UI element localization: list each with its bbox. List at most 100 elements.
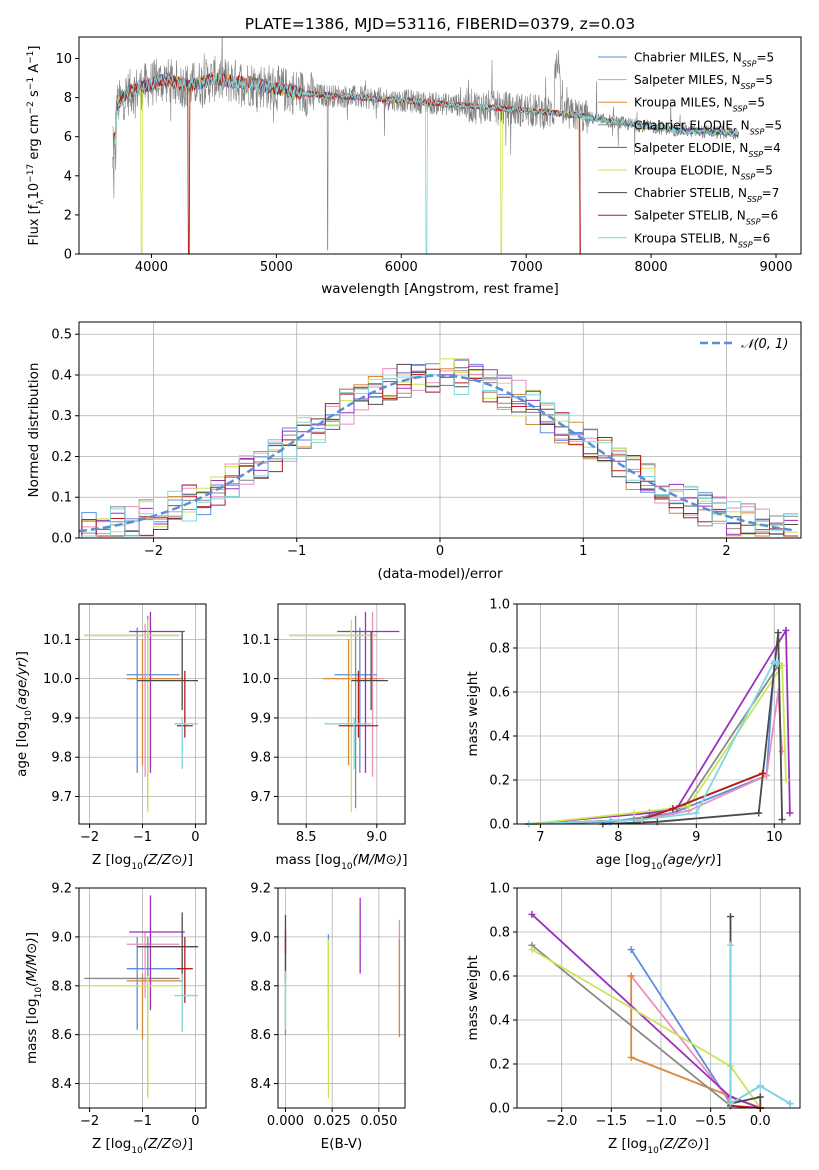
x-tick-label: −1 — [287, 544, 306, 559]
y-tick-label: 1.0 — [489, 598, 510, 613]
ebv-mass-panel: 0.000 0.025 0.050 8.4 8.6 8.8 9.0 9.2 E(B-V) — [250, 882, 406, 1152]
weight-marker — [762, 772, 770, 780]
x-tick-label: 7 — [536, 830, 544, 845]
y-tick-label: 8.6 — [250, 1028, 271, 1043]
y-tick-label: 0.0 — [489, 1102, 510, 1117]
x-tick-label: 7000 — [510, 260, 543, 275]
x-axis-label: Z [log10(Z/Z⊙)] — [608, 1136, 709, 1156]
legend-entry: Kroupa STELIB, NSSP=6 — [634, 231, 770, 249]
x-tick-label: −1.0 — [645, 1114, 677, 1129]
weight-marker — [726, 941, 734, 949]
legend-entry: Chabrier STELIB, NSSP=7 — [634, 186, 779, 204]
weight-marker — [726, 913, 734, 921]
axes-frame — [277, 603, 406, 825]
y-tick-label: 2 — [64, 208, 72, 223]
weight-marker — [786, 809, 794, 817]
x-tick-label: 9 — [692, 830, 700, 845]
legend-entry: Salpeter STELIB, NSSP=6 — [634, 209, 778, 227]
x-tick-label: 2 — [722, 544, 730, 559]
legend-entry: Salpeter MILES, NSSP=5 — [634, 73, 773, 91]
model-spectrum-line — [112, 73, 739, 254]
x-tick-label: 8.5 — [296, 830, 317, 845]
weight-marker — [692, 809, 700, 817]
y-tick-label: 0.0 — [489, 818, 510, 833]
weight-marker — [770, 657, 778, 665]
weight-marker — [627, 1053, 635, 1061]
weight-series-line — [630, 975, 732, 1102]
x-tick-label: −2.0 — [546, 1114, 578, 1129]
axes-frame — [516, 603, 801, 825]
x-tick-label: −2 — [144, 544, 163, 559]
x-tick-label: −1 — [133, 830, 152, 845]
weight-marker — [755, 809, 763, 817]
legend-entry: 𝒩(0, 1) — [741, 337, 788, 352]
x-axis-label: (data-model)/error — [377, 566, 503, 582]
z-mass-panel: −2 −1 0 8.4 8.6 8.8 9.0 9.2 Z [log10(Z/Z⊙)] mass … — [24, 882, 207, 1156]
observed-spectrum-line — [112, 37, 739, 251]
axes-frame — [516, 887, 801, 1109]
y-tick-label: 0.3 — [51, 409, 72, 424]
weight-marker — [756, 1082, 764, 1090]
legend-entry: Kroupa MILES, NSSP=5 — [634, 96, 765, 114]
weight-marker — [778, 816, 786, 824]
residuals-panel: −2 −1 0 1 2 0.0 0.1 0.2 0.3 0.4 0.5 (data-model)/er… — [26, 321, 802, 582]
x-axis-label: age [log10(age/yr)] — [596, 852, 722, 872]
y-tick-label: 0.2 — [51, 450, 72, 465]
legend-entry: Salpeter ELODIE, NSSP=4 — [634, 141, 781, 159]
y-tick-label: 10.0 — [43, 672, 72, 687]
y-axis-label: mass weight — [465, 955, 481, 1040]
x-tick-label: 0.025 — [314, 1114, 351, 1129]
model-spectrum-line — [112, 73, 581, 254]
y-tick-label: 9.2 — [51, 882, 72, 897]
weight-marker — [638, 816, 646, 824]
y-tick-label: 1.0 — [489, 882, 510, 897]
x-tick-label: 8 — [614, 830, 622, 845]
x-tick-label: 0.050 — [360, 1114, 397, 1129]
y-tick-label: 0.4 — [489, 730, 510, 745]
x-tick-label: 9.0 — [366, 830, 387, 845]
weight-marker — [782, 626, 790, 634]
weight-marker — [774, 688, 782, 696]
y-tick-label: 0.6 — [489, 686, 510, 701]
y-axis-label: age [log10(age/yr)] — [14, 651, 34, 777]
x-tick-label: 1 — [579, 544, 587, 559]
x-axis-label: Z [log10(Z/Z⊙)] — [92, 1136, 193, 1156]
y-tick-label: 10.1 — [242, 633, 271, 648]
y-tick-label: 9.7 — [250, 790, 271, 805]
y-tick-label: 9.0 — [51, 930, 72, 945]
weight-marker — [685, 802, 693, 810]
weight-marker — [774, 659, 782, 667]
y-tick-label: 8.4 — [51, 1077, 72, 1092]
weight-marker — [774, 629, 782, 637]
y-tick-label: 0.4 — [489, 1014, 510, 1029]
y-tick-label: 0.0 — [51, 532, 72, 547]
weight-marker — [630, 809, 638, 817]
y-tick-label: 6 — [64, 130, 72, 145]
y-tick-label: 10.1 — [43, 633, 72, 648]
weight-marker — [528, 946, 536, 954]
y-tick-label: 8.4 — [250, 1077, 271, 1092]
x-axis-label: E(B-V) — [321, 1136, 363, 1152]
y-tick-label: 0.6 — [489, 970, 510, 985]
spectrum-panel: 4000 5000 6000 7000 8000 9000 0 2 4 6 8 10 wavelengt… — [26, 36, 802, 297]
weight-marker — [726, 1100, 734, 1108]
y-tick-label: 0.1 — [51, 491, 72, 506]
y-tick-label: 8.8 — [51, 979, 72, 994]
x-axis-label: mass [log10(M/M⊙)] — [275, 852, 407, 872]
y-tick-label: 10.0 — [242, 672, 271, 687]
x-tick-label: 9000 — [759, 260, 792, 275]
x-tick-label: −2 — [80, 830, 99, 845]
x-tick-label: 8000 — [635, 260, 668, 275]
y-tick-label: 9.2 — [250, 882, 271, 897]
y-tick-label: 9.8 — [250, 751, 271, 766]
y-tick-label: 9.9 — [250, 711, 271, 726]
axes-frame — [78, 36, 802, 255]
spectrum-legend: Chabrier MILES, NSSP=5 Salpeter MILES, NS… — [598, 51, 782, 249]
y-tick-label: 0.8 — [489, 926, 510, 941]
x-tick-label: −2 — [80, 1114, 99, 1129]
legend-entry: Chabrier ELODIE, NSSP=5 — [634, 118, 782, 136]
y-tick-label: 0.4 — [51, 368, 72, 383]
y-tick-label: 10 — [55, 52, 72, 67]
y-axis-label: Normed distribution — [26, 363, 42, 498]
